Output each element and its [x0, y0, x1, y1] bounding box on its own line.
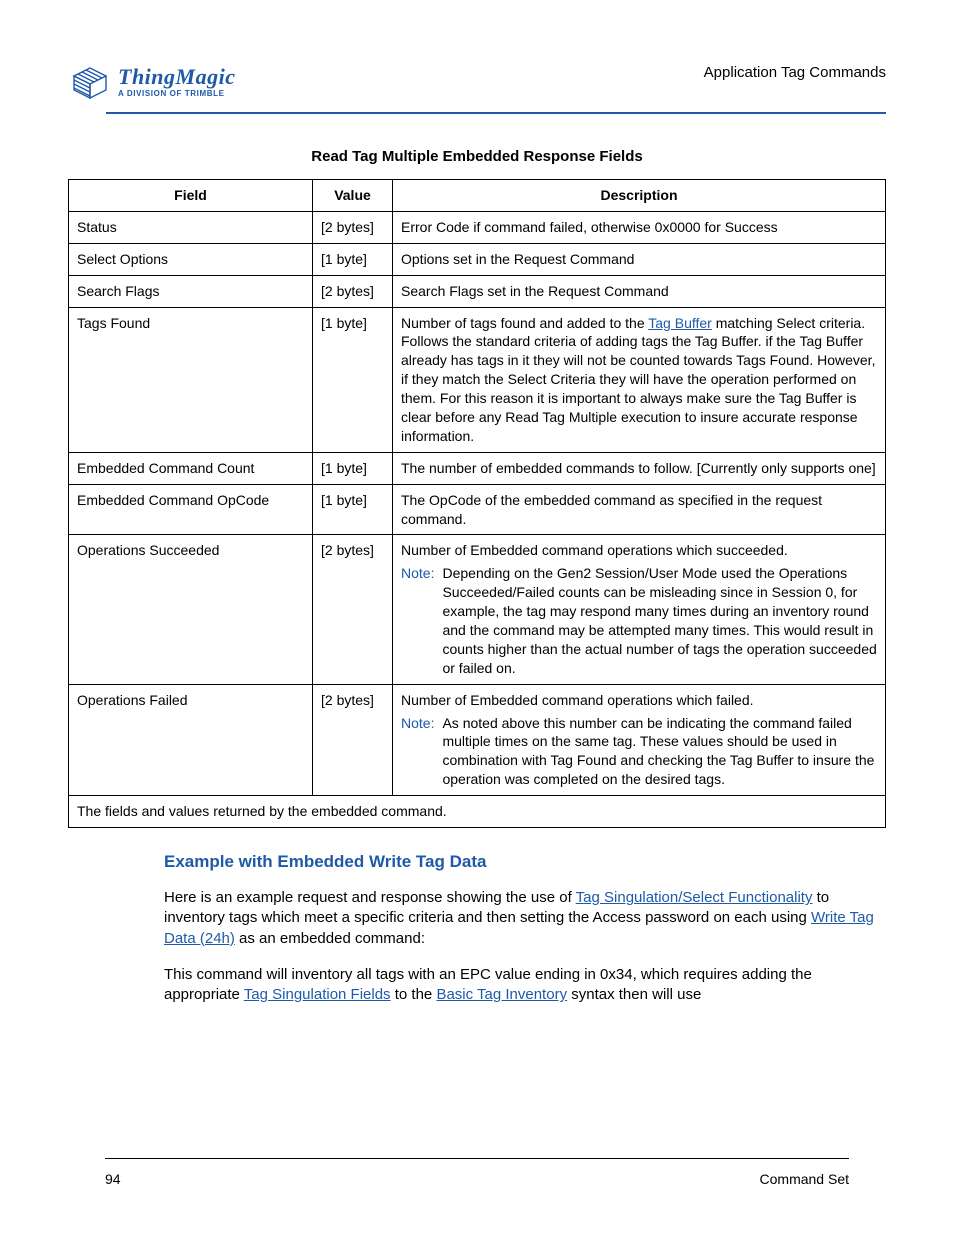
cell-value: [2 bytes]	[313, 275, 393, 307]
section-heading: Example with Embedded Write Tag Data	[164, 852, 886, 872]
p1-pre: Here is an example request and response …	[164, 889, 576, 906]
logo-brand-text: ThingMagic	[118, 66, 235, 88]
cell-value: [2 bytes]	[313, 535, 393, 684]
cell-field: Status	[69, 211, 313, 243]
cell-value: [2 bytes]	[313, 211, 393, 243]
basic-tag-inventory-link[interactable]: Basic Tag Inventory	[436, 986, 567, 1003]
body-paragraph-2: This command will inventory all tags wit…	[164, 965, 874, 1006]
page-number: 94	[105, 1171, 121, 1187]
footer-label: Command Set	[760, 1171, 849, 1187]
note-label: Note:	[401, 564, 434, 677]
page-footer: 94 Command Set	[105, 1171, 849, 1187]
cell-desc: The OpCode of the embedded command as sp…	[393, 484, 886, 535]
logo-cube-icon	[68, 60, 112, 104]
desc-note: Note: As noted above this number can be …	[401, 714, 877, 790]
body-paragraph-1: Here is an example request and response …	[164, 888, 874, 949]
cell-desc: Error Code if command failed, otherwise …	[393, 211, 886, 243]
table-footer-text: The fields and values returned by the em…	[69, 796, 886, 828]
cell-field: Operations Succeeded	[69, 535, 313, 684]
table-row: Status [2 bytes] Error Code if command f…	[69, 211, 886, 243]
table-row: Operations Succeeded [2 bytes] Number of…	[69, 535, 886, 684]
note-body: Depending on the Gen2 Session/User Mode …	[442, 564, 877, 677]
cell-field: Embedded Command Count	[69, 452, 313, 484]
table-title: Read Tag Multiple Embedded Response Fiel…	[68, 148, 886, 165]
desc-note: Note: Depending on the Gen2 Session/User…	[401, 564, 877, 677]
p1-post: as an embedded command:	[235, 930, 425, 947]
cell-desc: Number of Embedded command operations wh…	[393, 684, 886, 795]
cell-desc: Number of Embedded command operations wh…	[393, 535, 886, 684]
desc-text-post: matching Select criteria. Follows the st…	[401, 315, 875, 444]
cell-value: [1 byte]	[313, 452, 393, 484]
cell-value: [1 byte]	[313, 484, 393, 535]
cell-field: Select Options	[69, 243, 313, 275]
tag-singulation-link[interactable]: Tag Singulation/Select Functionality	[576, 889, 813, 906]
table-row: Search Flags [2 bytes] Search Flags set …	[69, 275, 886, 307]
cell-value: [2 bytes]	[313, 684, 393, 795]
tag-singulation-fields-link[interactable]: Tag Singulation Fields	[244, 986, 391, 1003]
desc-text-pre: Number of tags found and added to the	[401, 315, 648, 331]
table-row: Embedded Command Count [1 byte] The numb…	[69, 452, 886, 484]
cell-desc: The number of embedded commands to follo…	[393, 452, 886, 484]
cell-field: Tags Found	[69, 307, 313, 452]
desc-text: Number of Embedded command operations wh…	[401, 541, 877, 560]
cell-field: Embedded Command OpCode	[69, 484, 313, 535]
table-row: Select Options [1 byte] Options set in t…	[69, 243, 886, 275]
header-section-label: Application Tag Commands	[704, 64, 886, 81]
header-divider	[106, 112, 886, 114]
cell-desc: Options set in the Request Command	[393, 243, 886, 275]
tag-buffer-link[interactable]: Tag Buffer	[648, 315, 712, 331]
col-header-description: Description	[393, 180, 886, 212]
table-footer-row: The fields and values returned by the em…	[69, 796, 886, 828]
cell-value: [1 byte]	[313, 307, 393, 452]
cell-value: [1 byte]	[313, 243, 393, 275]
table-row: Operations Failed [2 bytes] Number of Em…	[69, 684, 886, 795]
footer-divider	[105, 1158, 849, 1159]
logo: ThingMagic A DIVISION OF TRIMBLE	[68, 60, 235, 104]
cell-field: Operations Failed	[69, 684, 313, 795]
desc-text: Number of Embedded command operations wh…	[401, 691, 877, 710]
response-fields-table: Field Value Description Status [2 bytes]…	[68, 179, 886, 828]
page-header: ThingMagic A DIVISION OF TRIMBLE Applica…	[68, 60, 886, 104]
cell-desc: Number of tags found and added to the Ta…	[393, 307, 886, 452]
table-row: Embedded Command OpCode [1 byte] The OpC…	[69, 484, 886, 535]
note-label: Note:	[401, 714, 434, 790]
logo-tagline: A DIVISION OF TRIMBLE	[118, 90, 235, 98]
table-row: Tags Found [1 byte] Number of tags found…	[69, 307, 886, 452]
p2-post: syntax then will use	[567, 986, 701, 1003]
col-header-value: Value	[313, 180, 393, 212]
cell-desc: Search Flags set in the Request Command	[393, 275, 886, 307]
col-header-field: Field	[69, 180, 313, 212]
note-body: As noted above this number can be indica…	[442, 714, 877, 790]
p2-mid: to the	[391, 986, 437, 1003]
cell-field: Search Flags	[69, 275, 313, 307]
